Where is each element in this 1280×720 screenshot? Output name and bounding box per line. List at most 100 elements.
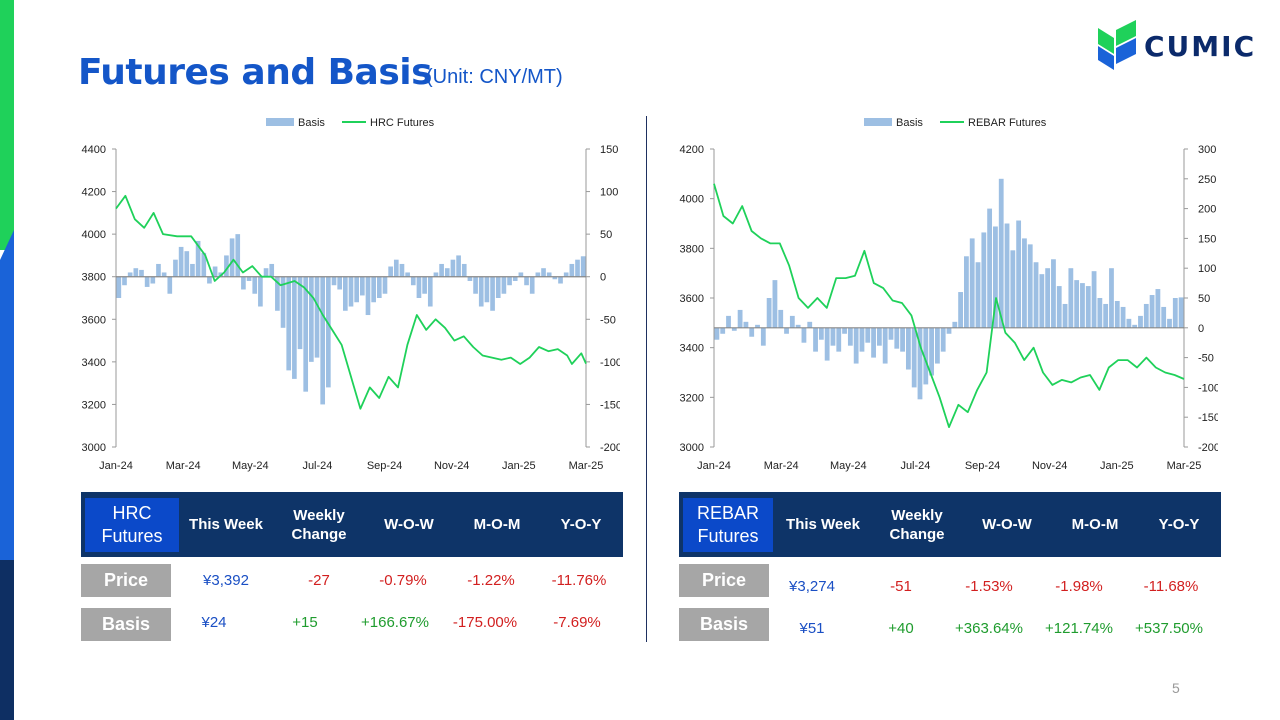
basis-bar [1178,297,1184,328]
left-tick-label: 3400 [82,357,106,369]
basis-bar [416,276,422,298]
right-tick-label: 200 [1198,204,1216,216]
right-tick-label: 250 [1198,174,1216,186]
right-tick-label: 150 [1198,233,1216,245]
basis-bar [1062,303,1068,328]
left-tick-label: 4200 [82,187,106,199]
basis-wow: +363.64% [955,620,1023,637]
header-yoy: Y-O-Y [560,516,602,533]
basis-yoy: -7.69% [553,614,601,631]
chart-legend: Basis HRC Futures [266,117,435,129]
basis-bar [911,327,917,388]
basis-bar [1039,274,1045,328]
x-tick-label: Sep-24 [965,460,1000,472]
basis-bar [743,321,749,328]
x-tick-label: Jan-25 [502,460,536,472]
basis-bar [1149,295,1155,328]
basis-bar [993,226,998,328]
legend-swatch-basis [864,118,892,126]
x-tick-label: Jan-24 [99,460,133,472]
left-decorative-stripe [0,0,14,720]
basis-bar [365,276,371,316]
basis-bar [964,256,969,328]
table-name-cell: REBAR Futures [683,498,773,552]
header-wow: W-O-W [384,516,434,533]
basis-bar [359,276,365,296]
basis-bar [495,276,501,298]
basis-bar [847,327,853,346]
left-tick-label: 3200 [82,399,106,411]
basis-bar [524,276,529,286]
x-tick-label: May-24 [830,460,867,472]
basis-weekly-change: +15 [292,614,318,631]
basis-bar [946,327,952,334]
right-tick-label: 300 [1198,144,1216,156]
table-header: HRC Futures This Week Weekly Change W-O-… [81,492,623,557]
basis-bar [450,259,456,277]
basis-bar [405,272,410,277]
basis-wow: +166.67% [361,614,429,631]
basis-bar [371,276,376,303]
basis-bar [433,272,439,277]
right-tick-label: -200 [600,442,620,454]
basis-bar [900,327,905,352]
basis-bar [720,327,726,334]
left-tick-label: 3400 [680,343,704,355]
x-tick-label: Jan-25 [1100,460,1134,472]
basis-bar [439,263,444,277]
basis-bar [467,276,473,281]
page-title: Futures and Basis [78,52,433,93]
basis-bar [737,309,743,328]
right-tick-label: -200 [1198,442,1218,454]
basis-bar [859,327,865,352]
basis-bar [263,268,269,277]
basis-bar [393,259,399,277]
basis-bar [269,263,275,277]
basis-bar [755,324,760,328]
basis-bar [224,255,229,277]
basis-bar [326,276,331,388]
basis-mom: +121.74% [1045,620,1113,637]
legend-label-basis: Basis [298,117,325,129]
left-tick-label: 4000 [82,229,106,241]
basis-yoy: +537.50% [1135,620,1203,637]
left-tick-label: 3000 [82,442,106,454]
left-tick-label: 3800 [82,272,106,284]
basis-bar [934,327,940,364]
row-label-basis: Basis [81,608,171,641]
x-tick-label: Mar-25 [569,460,604,472]
basis-bar [422,276,427,294]
basis-bar [275,276,280,311]
right-tick-label: -150 [1198,412,1218,424]
basis-bar [1091,271,1097,328]
left-tick-label: 3600 [680,293,704,305]
basis-bar [139,269,144,277]
right-tick-label: 50 [600,229,612,241]
basis-bar [343,276,348,311]
basis-bar [501,276,507,294]
basis-bar [337,276,343,290]
basis-bar [801,327,807,343]
left-tick-label: 3000 [680,442,704,454]
x-tick-label: Jul-24 [302,460,332,472]
x-tick-label: Mar-25 [1167,460,1202,472]
basis-bar [178,246,184,277]
basis-bar [1016,220,1022,328]
basis-bar [280,276,286,328]
basis-bar [195,240,201,277]
row-label-basis: Basis [679,608,769,641]
right-tick-label: -150 [600,399,620,411]
basis-bar [173,259,178,277]
logo-mark-icon [1098,20,1136,70]
basis-bar [529,276,535,294]
basis-bar [987,208,993,328]
basis-bar [1143,303,1149,328]
basis-bar [842,327,847,334]
basis-bar [235,234,241,277]
basis-bar [212,266,218,277]
basis-bar [940,327,946,352]
basis-bar [286,276,292,371]
price-wow: -1.53% [965,578,1013,595]
x-tick-label: Mar-24 [764,460,799,472]
x-tick-label: Jan-24 [697,460,731,472]
